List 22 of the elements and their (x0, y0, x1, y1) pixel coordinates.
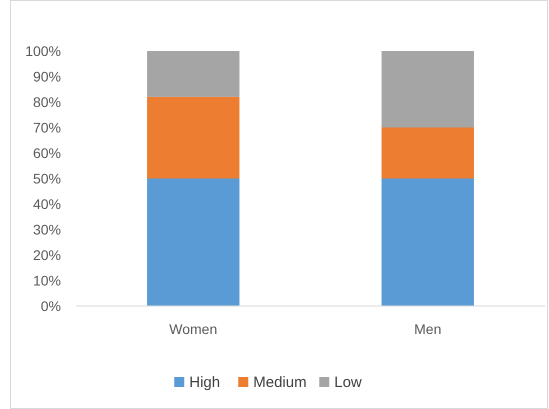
bar (382, 51, 474, 128)
legend-label: Low (334, 374, 362, 391)
y-tick-label: 80% (32, 94, 61, 110)
legend-label: Medium (253, 374, 307, 391)
y-tick-label: 0% (40, 298, 61, 314)
y-tick-label: 70% (32, 119, 61, 136)
y-tick-label: 10% (32, 272, 61, 288)
legend-label: High (189, 374, 220, 391)
x-tick-label: Women (169, 321, 218, 337)
x-tick-label: Men (414, 321, 442, 337)
y-tick-label: 100% (25, 42, 61, 59)
bar (382, 178, 474, 306)
y-tick-label: 30% (32, 221, 61, 238)
y-tick-label: 20% (32, 246, 61, 263)
y-tick-label: 40% (32, 196, 61, 212)
y-tick-label: 60% (32, 144, 61, 161)
bar (147, 51, 240, 97)
y-tick-label: 90% (32, 68, 61, 84)
bar (147, 178, 240, 306)
bar (147, 96, 240, 178)
bar (382, 128, 474, 178)
y-tick-label: 50% (32, 170, 61, 186)
